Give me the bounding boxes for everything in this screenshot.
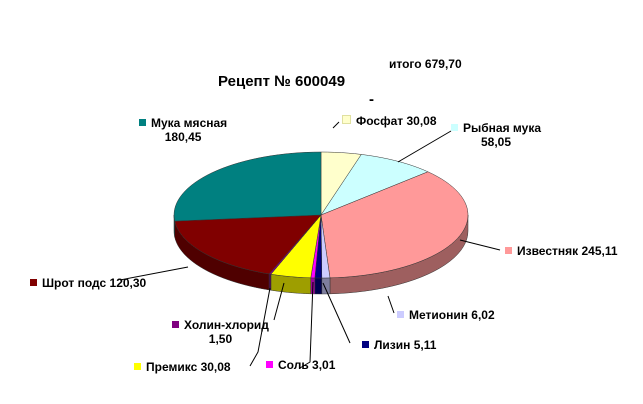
slice-label-text: Рыбная мука 58,05 xyxy=(463,121,541,149)
legend-swatch-sol xyxy=(266,361,273,368)
slice-label-lizin: Лизин 5,11 xyxy=(362,338,436,352)
slice-label-muka-myasnaya: Мука мясная 180,45 xyxy=(139,116,227,144)
leader-line-3 xyxy=(387,295,395,314)
leader-line-1 xyxy=(397,130,452,163)
pie-side-7 xyxy=(268,273,272,291)
leader-line-5 xyxy=(299,281,314,369)
slice-label-fosfat: Фосфат 30,08 xyxy=(342,114,437,128)
leader-line-0 xyxy=(332,121,340,129)
legend-swatch-shrot-pods xyxy=(30,279,37,286)
pie-slice-8 xyxy=(174,214,322,275)
leader-line-8 xyxy=(119,266,189,281)
chart-title: Рецепт № 600049 xyxy=(218,73,346,90)
slice-label-text: Соль 3,01 xyxy=(278,358,336,372)
pie-slice-9 xyxy=(173,151,322,222)
slice-label-metionin: Метионин 6,02 xyxy=(397,308,495,322)
slice-label-text: Лизин 5,11 xyxy=(374,338,437,352)
leader-line-2 xyxy=(459,239,501,251)
legend-swatch-premiks xyxy=(134,363,141,370)
slice-label-rybnaya-muka: Рыбная мука 58,05 xyxy=(451,121,541,149)
slice-label-text: Шрот подс 120,30 xyxy=(42,276,147,290)
pie-slice-1 xyxy=(320,154,429,216)
pie-slice-6 xyxy=(270,214,322,279)
legend-swatch-metionin xyxy=(397,311,404,318)
slice-label-izvestnyak: Известняк 245,11 xyxy=(505,244,618,258)
pie-slice-0 xyxy=(320,151,362,216)
leader-lines xyxy=(119,121,501,369)
slice-label-text: Метионин 6,02 xyxy=(409,308,495,322)
leader-line-6 xyxy=(249,287,271,367)
slice-label-text: Премикс 30,08 xyxy=(146,360,231,374)
pie-top-faces xyxy=(173,151,469,279)
legend-swatch-kholin-khlorid xyxy=(172,321,179,328)
legend-swatch-muka-myasnaya xyxy=(139,119,146,126)
pie-side-4 xyxy=(314,277,323,295)
pie-slice-2 xyxy=(320,171,469,279)
slice-label-text: Мука мясная 180,45 xyxy=(151,116,228,144)
leader-line-7 xyxy=(273,282,285,321)
slice-label-text: Фосфат 30,08 xyxy=(356,114,437,128)
leader-line-4 xyxy=(322,282,351,344)
slice-label-premiks: Премикс 30,08 xyxy=(134,360,231,374)
chart-title-row: Рецепт № 600049 - итого 679,70 xyxy=(0,55,643,145)
slice-label-text: Известняк 245,11 xyxy=(517,244,618,258)
title-separator: - xyxy=(369,91,374,108)
slice-label-sol: Соль 3,01 xyxy=(266,358,335,372)
slice-label-shrot-pods: Шрот подс 120,30 xyxy=(30,276,146,290)
slice-label-text: Холин-хлорид 1,50 xyxy=(184,318,269,346)
legend-swatch-izvestnyak xyxy=(505,247,512,254)
pie-side-3 xyxy=(321,277,331,295)
total-label: итого 679,70 xyxy=(389,57,462,71)
slice-label-kholin-khlorid: Холин-хлорид 1,50 xyxy=(172,318,269,346)
legend-swatch-lizin xyxy=(362,341,369,348)
legend-swatch-fosfat xyxy=(342,115,351,124)
legend-swatch-rybnaya-muka xyxy=(451,124,458,131)
